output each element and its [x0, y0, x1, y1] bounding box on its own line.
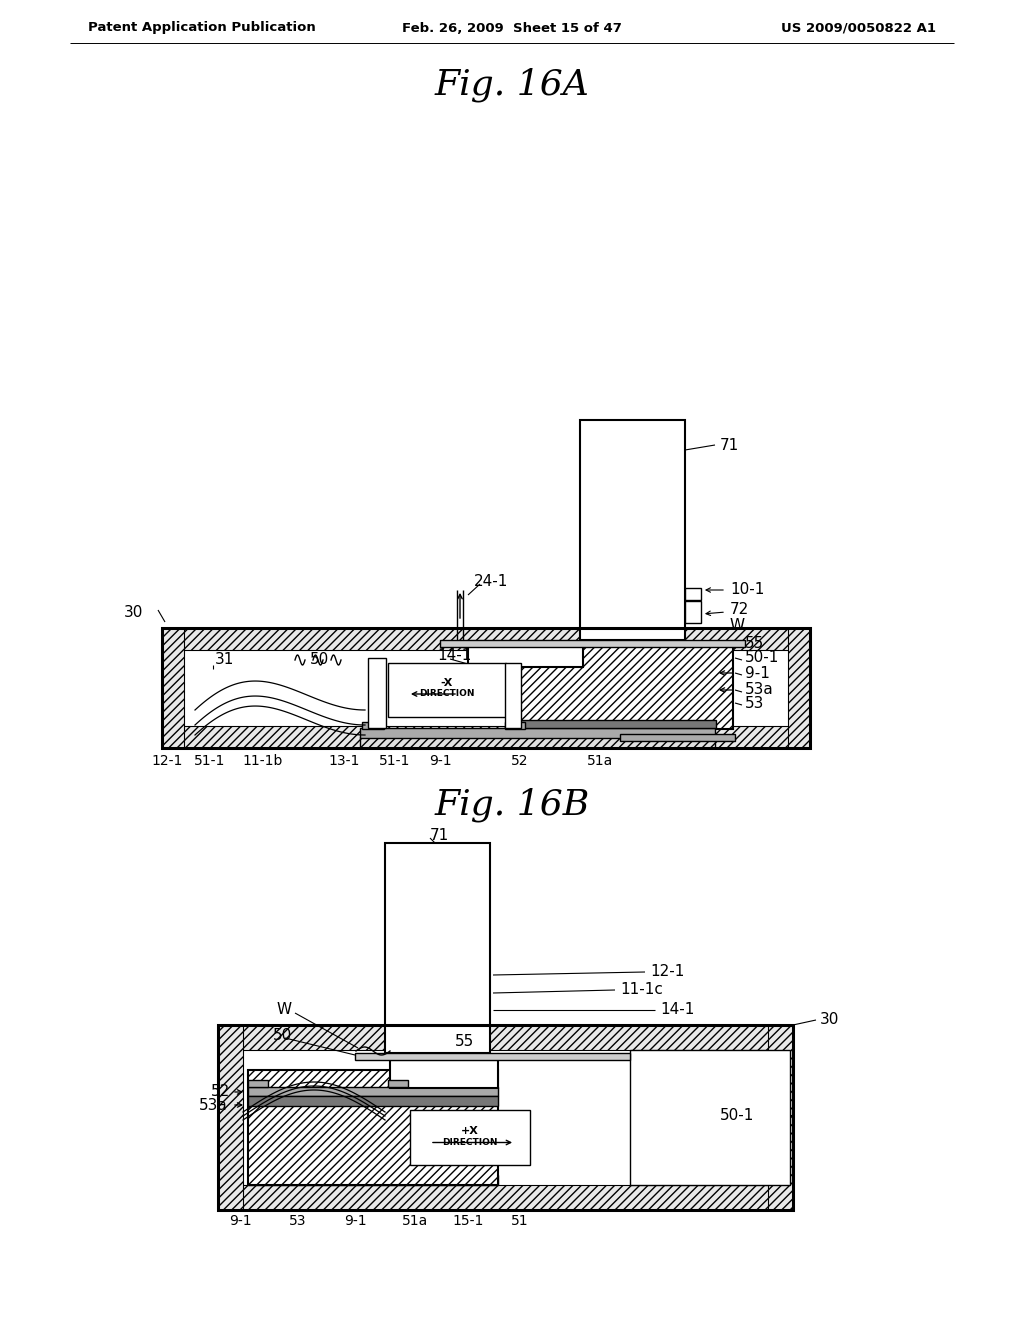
Bar: [620, 734, 735, 741]
Text: 53: 53: [289, 1214, 307, 1228]
Bar: [515, 644, 733, 729]
Bar: [362, 722, 384, 729]
Text: 50: 50: [273, 1027, 292, 1043]
Text: 52: 52: [511, 754, 528, 768]
Bar: [388, 663, 506, 717]
Text: 53a: 53a: [200, 1098, 228, 1114]
Text: 72: 72: [730, 602, 750, 618]
Text: 53a: 53a: [745, 682, 774, 697]
Text: 11-1c: 11-1c: [620, 982, 663, 998]
Text: 50-1: 50-1: [745, 651, 779, 665]
Text: Patent Application Publication: Patent Application Publication: [88, 21, 315, 34]
Bar: [516, 719, 716, 729]
Text: 71: 71: [720, 437, 739, 453]
Bar: [162, 628, 810, 748]
Text: 11-1b: 11-1b: [243, 754, 284, 768]
Bar: [218, 1185, 793, 1210]
Bar: [218, 1026, 243, 1210]
Bar: [162, 628, 184, 748]
Bar: [368, 657, 386, 729]
Text: 9-1: 9-1: [228, 1214, 251, 1228]
Bar: [248, 1175, 498, 1185]
Text: 10-1: 10-1: [730, 582, 764, 598]
Bar: [505, 663, 521, 729]
Text: 51a: 51a: [587, 754, 613, 768]
Text: 12-1: 12-1: [152, 754, 182, 768]
Bar: [410, 1110, 530, 1166]
Bar: [440, 640, 745, 647]
Bar: [685, 601, 701, 623]
Text: 51a: 51a: [401, 1214, 428, 1228]
Bar: [355, 1053, 630, 1060]
Bar: [505, 722, 525, 729]
Text: 50: 50: [310, 652, 330, 667]
Text: 31: 31: [215, 652, 234, 668]
Text: W: W: [730, 619, 745, 634]
Bar: [468, 642, 583, 667]
Text: 51: 51: [511, 1214, 528, 1228]
Bar: [388, 1080, 408, 1086]
Text: 53: 53: [745, 696, 764, 710]
Text: 30: 30: [820, 1012, 840, 1027]
Bar: [248, 1086, 498, 1096]
Bar: [385, 843, 490, 1053]
Bar: [768, 1026, 793, 1210]
Bar: [360, 729, 715, 738]
Text: 55: 55: [745, 636, 764, 652]
Text: 55: 55: [455, 1035, 474, 1049]
Text: 9-1: 9-1: [344, 1214, 367, 1228]
Text: 24-1: 24-1: [474, 574, 508, 590]
Text: 52: 52: [211, 1085, 230, 1100]
Bar: [162, 628, 810, 649]
Text: DIRECTION: DIRECTION: [419, 689, 475, 698]
Text: 14-1: 14-1: [660, 1002, 694, 1018]
Text: 13-1: 13-1: [329, 754, 359, 768]
Bar: [162, 726, 810, 748]
Text: 51-1: 51-1: [195, 754, 225, 768]
Text: US 2009/0050822 A1: US 2009/0050822 A1: [781, 21, 936, 34]
Bar: [788, 628, 810, 748]
Text: +X: +X: [461, 1126, 479, 1135]
Text: Fig. 16B: Fig. 16B: [434, 788, 590, 822]
Text: 12-1: 12-1: [650, 965, 684, 979]
Text: -X: -X: [440, 678, 454, 688]
Bar: [248, 1071, 498, 1185]
Bar: [630, 1049, 790, 1185]
Bar: [685, 587, 701, 601]
Text: W: W: [276, 1002, 292, 1018]
Text: 50-1: 50-1: [720, 1107, 755, 1122]
Bar: [248, 1096, 498, 1106]
Bar: [218, 1026, 793, 1049]
Bar: [360, 737, 715, 748]
Bar: [248, 1080, 268, 1086]
Text: Fig. 16A: Fig. 16A: [434, 67, 590, 102]
Bar: [580, 420, 685, 640]
Bar: [390, 1060, 498, 1088]
Bar: [218, 1026, 793, 1210]
Text: 9-1: 9-1: [745, 665, 770, 681]
Text: DIRECTION: DIRECTION: [442, 1138, 498, 1147]
Text: 51-1: 51-1: [379, 754, 411, 768]
Text: Feb. 26, 2009  Sheet 15 of 47: Feb. 26, 2009 Sheet 15 of 47: [402, 21, 622, 34]
Text: 71: 71: [430, 828, 450, 842]
Text: 14-1: 14-1: [437, 648, 471, 664]
Text: 30: 30: [124, 605, 143, 620]
Text: 15-1: 15-1: [453, 1214, 483, 1228]
Text: 9-1: 9-1: [429, 754, 452, 768]
